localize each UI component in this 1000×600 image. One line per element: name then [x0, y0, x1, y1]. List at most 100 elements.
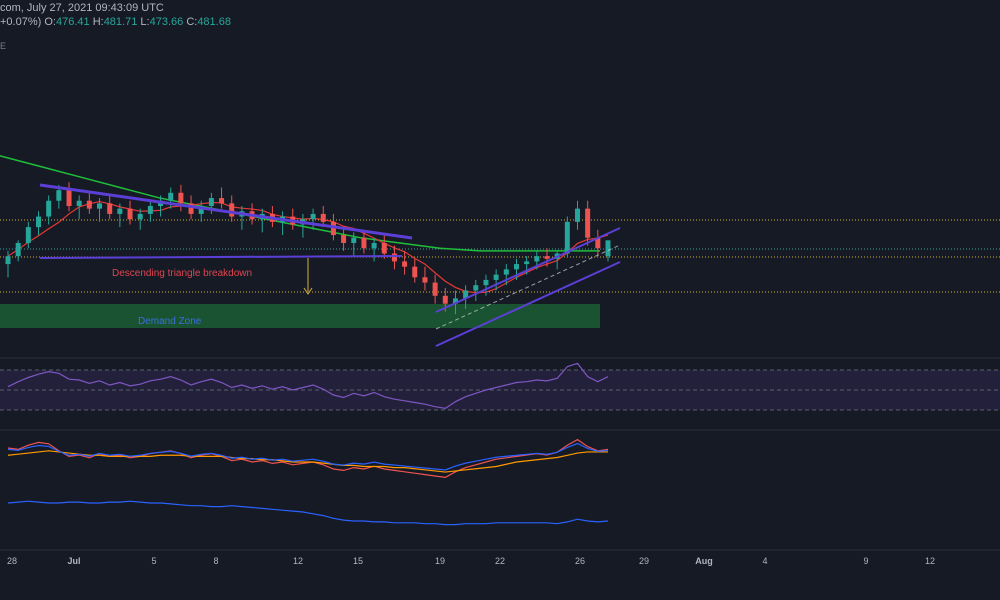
candle [86, 192, 92, 214]
candle [46, 195, 52, 225]
candle [473, 279, 479, 302]
candle-body [402, 261, 408, 267]
candle-body [412, 266, 418, 278]
candle [513, 258, 519, 280]
candle-body [391, 253, 397, 262]
candle-body [97, 203, 103, 209]
candle-body [15, 242, 21, 257]
candle [391, 245, 397, 270]
candle [574, 200, 580, 230]
horizontal-levels [0, 219, 1000, 293]
candle [36, 211, 42, 236]
candle [341, 227, 347, 251]
x-tick-label: 4 [762, 556, 767, 566]
open-value: 476.41 [55, 16, 90, 28]
candle [76, 195, 82, 220]
candle [5, 250, 11, 278]
candle-body [585, 208, 591, 238]
candle [351, 232, 357, 257]
pane-separators [0, 357, 1000, 551]
candle-body [432, 282, 438, 296]
candle [595, 229, 601, 257]
x-tick-label: 15 [353, 556, 363, 566]
open-label: O: [44, 16, 56, 28]
candle [422, 266, 428, 291]
demand-zone-rect [0, 304, 600, 328]
candle [320, 206, 326, 228]
triangle-upper-trendline [39, 183, 413, 240]
candle-body [564, 221, 570, 254]
high-value: 481.71 [103, 16, 138, 28]
breakdown-arrow-head [303, 287, 313, 295]
candle [463, 285, 469, 309]
ohlc-readout: +0.07%) O:476.41 H:481.71 L:473.66 C:481… [0, 16, 231, 29]
candle [117, 203, 123, 228]
candle [371, 237, 377, 262]
x-tick-label: 26 [575, 556, 585, 566]
candle-body [524, 261, 530, 265]
candle-body [117, 208, 123, 214]
candle [503, 264, 509, 286]
x-tick-label: 8 [213, 556, 218, 566]
candle-body [503, 269, 509, 275]
candle [493, 269, 499, 291]
edge-mark: E [0, 41, 7, 51]
candle-body [76, 200, 82, 206]
candle-body [46, 200, 52, 217]
annotations: Descending triangle breakdown Demand Zon… [112, 268, 252, 327]
channel-upper-line [435, 227, 621, 313]
candle-body [310, 213, 316, 220]
macd-pane [7, 438, 609, 479]
candle-body [168, 192, 174, 201]
candle-body [36, 216, 42, 228]
triangle-lower-trendline [39, 255, 403, 259]
rsi-pane [0, 362, 1000, 411]
candle-body [595, 237, 601, 249]
time-axis: 28 Jul 5 8 12 15 19 22 26 29 Aug 4 9 12 [7, 556, 935, 566]
candle-body [605, 240, 611, 257]
macd-signal-line [7, 442, 609, 471]
low-label: L: [140, 16, 150, 28]
x-tick-label: 29 [639, 556, 649, 566]
symbol-title: com, July 27, 2021 09:43:09 UTC [0, 2, 164, 14]
candle [432, 274, 438, 304]
candle [585, 200, 591, 246]
candle [605, 240, 611, 262]
candle [219, 187, 225, 209]
close-label: C: [186, 16, 198, 28]
candle-body [351, 237, 357, 243]
ma-long-line [0, 155, 600, 252]
candle [412, 258, 418, 283]
demand-zone [0, 304, 600, 328]
candle-body [534, 256, 540, 262]
candle-body [5, 256, 11, 265]
candle [381, 235, 387, 259]
candle [402, 250, 408, 275]
candle [198, 200, 204, 222]
candle-body [229, 203, 235, 217]
candle [168, 187, 174, 209]
candle [66, 182, 72, 212]
candle-body [178, 192, 184, 204]
candle [544, 248, 550, 267]
x-tick-label: 22 [495, 556, 505, 566]
candle-body [219, 198, 225, 204]
candle [564, 216, 570, 257]
x-tick-label: 5 [151, 556, 156, 566]
candle [290, 208, 296, 230]
candle-body [452, 298, 458, 304]
macd-fast-line [7, 438, 609, 479]
candle-body [137, 213, 143, 220]
x-tick-label: 12 [293, 556, 303, 566]
candle [25, 221, 31, 249]
candle-body [127, 208, 133, 220]
low-value: 473.66 [149, 16, 184, 28]
adx-line [7, 500, 609, 526]
x-tick-label: 12 [925, 556, 935, 566]
channel-lower-line [435, 261, 621, 347]
candle [107, 195, 113, 220]
candle-body [198, 206, 204, 214]
candle [178, 184, 184, 212]
change-percent: +0.07%) [0, 16, 42, 28]
